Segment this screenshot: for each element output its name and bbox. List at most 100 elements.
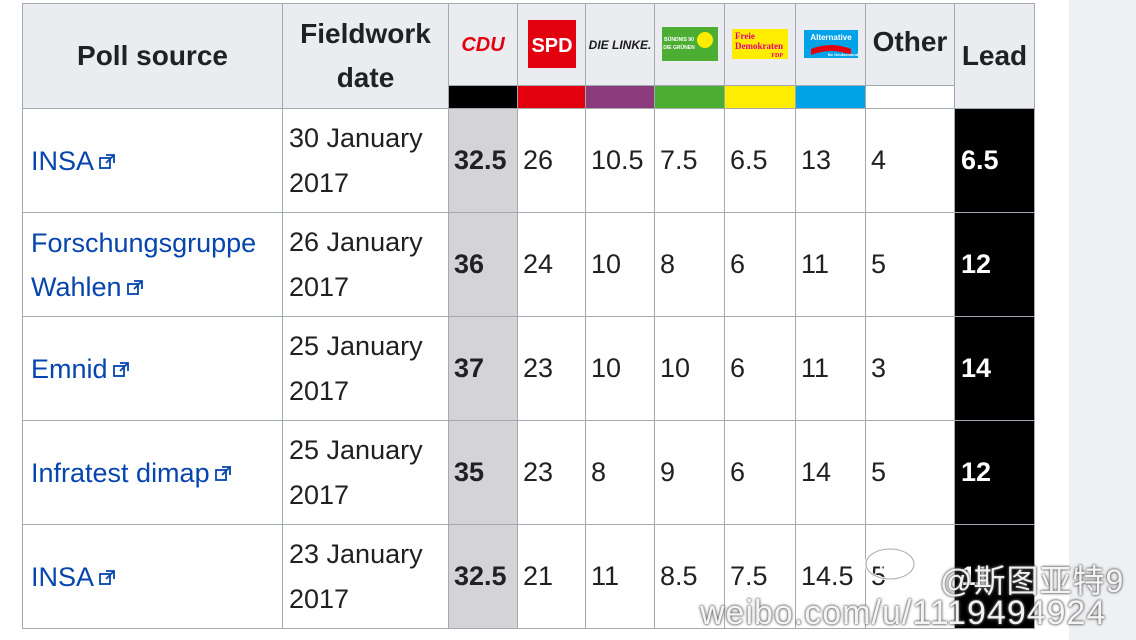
linke-logo-icon: DIE LINKE. bbox=[589, 38, 651, 52]
col-header-poll-source[interactable]: Poll source bbox=[22, 3, 283, 109]
table-row: Emnid 25 January 2017 37 23 10 10 6 11 3 … bbox=[22, 316, 1035, 421]
lead-value: 11 bbox=[954, 524, 1035, 629]
poll-source-cell: Emnid bbox=[22, 316, 283, 421]
gruene-value: 9 bbox=[654, 420, 725, 525]
poll-source-link[interactable]: INSA bbox=[31, 145, 95, 176]
poll-source-cell: Forschungsgruppe Wahlen bbox=[22, 212, 283, 317]
afd-value: 11 bbox=[795, 316, 866, 421]
cdu-value: 37 bbox=[448, 316, 518, 421]
poll-source-label: Poll source bbox=[77, 40, 228, 71]
svg-text:SPD: SPD bbox=[531, 35, 572, 57]
fdp-value: 6 bbox=[724, 316, 796, 421]
cdu-value: 35 bbox=[448, 420, 518, 525]
afd-value: 13 bbox=[795, 108, 866, 213]
cdu-value: 36 bbox=[448, 212, 518, 317]
other-color-swatch bbox=[865, 84, 955, 110]
fieldwork-date-cell: 23 January 2017 bbox=[282, 524, 449, 629]
fieldwork-date-cell: 26 January 2017 bbox=[282, 212, 449, 317]
other-value: 5 bbox=[865, 212, 955, 317]
spd-value: 23 bbox=[517, 316, 586, 421]
external-link-icon bbox=[99, 570, 115, 586]
table-row: Infratest dimap 25 January 2017 35 23 8 9… bbox=[22, 420, 1035, 525]
lead-label: Lead bbox=[961, 40, 1028, 71]
fdp-value: 6.5 bbox=[724, 108, 796, 213]
header-row: Poll source Fieldwork date CDU SPD DIE L… bbox=[22, 3, 1035, 109]
polls-table: Poll source Fieldwork date CDU SPD DIE L… bbox=[22, 3, 1035, 629]
cdu-value: 32.5 bbox=[448, 524, 518, 629]
fieldwork-date-cell: 25 January 2017 bbox=[282, 420, 449, 525]
linke-value: 10.5 bbox=[585, 108, 655, 213]
spd-value: 26 bbox=[517, 108, 586, 213]
page-gutter bbox=[1069, 0, 1136, 640]
svg-text:BÜNDNIS 90: BÜNDNIS 90 bbox=[664, 36, 694, 43]
lead-value: 12 bbox=[954, 420, 1035, 525]
external-link-icon bbox=[126, 280, 143, 296]
cdu-value: 32.5 bbox=[448, 108, 518, 213]
linke-value: 10 bbox=[585, 212, 655, 317]
svg-text:CDU: CDU bbox=[461, 34, 505, 55]
color-bar-row bbox=[23, 84, 1035, 110]
col-header-linke[interactable]: DIE LINKE. bbox=[585, 3, 655, 86]
poll-source-link[interactable]: Infratest dimap bbox=[31, 457, 210, 488]
col-header-fdp[interactable]: Freie Demokraten FDP bbox=[724, 3, 796, 86]
spd-value: 23 bbox=[517, 420, 586, 525]
col-header-afd[interactable]: Alternative für Deutschland bbox=[795, 3, 866, 86]
spd-logo-icon: SPD bbox=[527, 20, 576, 69]
poll-source-cell: Infratest dimap bbox=[22, 420, 283, 525]
col-header-fieldwork-date[interactable]: Fieldwork date bbox=[282, 3, 449, 109]
poll-source-link[interactable]: Emnid bbox=[31, 353, 108, 384]
linke-value: 11 bbox=[585, 524, 655, 629]
col-header-other[interactable]: Other bbox=[865, 3, 955, 86]
fdp-value: 7.5 bbox=[724, 524, 796, 629]
other-value: 3 bbox=[865, 316, 955, 421]
watermark-url: weibo.com/u/1119494924 bbox=[700, 594, 1107, 632]
fdp-color-swatch bbox=[724, 84, 796, 110]
svg-text:Alternative: Alternative bbox=[810, 33, 852, 42]
table-row: INSA 23 January 2017 32.5 21 11 8.5 7.5 1… bbox=[22, 524, 1035, 629]
gruene-logo-icon: BÜNDNIS 90 DIE GRÜNEN bbox=[661, 27, 718, 62]
lead-value: 12 bbox=[954, 212, 1035, 317]
svg-text:Demokraten: Demokraten bbox=[735, 41, 783, 51]
external-link-icon bbox=[214, 466, 231, 482]
external-link-icon bbox=[112, 362, 129, 378]
fieldwork-label: Fieldwork bbox=[300, 18, 431, 49]
col-header-gruene[interactable]: BÜNDNIS 90 DIE GRÜNEN bbox=[654, 3, 725, 86]
weibo-logo-icon bbox=[864, 533, 931, 581]
gruene-value: 8 bbox=[654, 212, 725, 317]
fieldwork-date-cell: 30 January 2017 bbox=[282, 108, 449, 213]
other-value: 5 bbox=[865, 420, 955, 525]
cdu-logo-icon: CDU bbox=[461, 34, 505, 55]
afd-value: 14.5 bbox=[795, 524, 866, 629]
fdp-value: 6 bbox=[724, 212, 796, 317]
fieldwork-date-cell: 25 January 2017 bbox=[282, 316, 449, 421]
fdp-value: 6 bbox=[724, 420, 796, 525]
linke-value: 8 bbox=[585, 420, 655, 525]
gruene-color-swatch bbox=[654, 84, 725, 110]
poll-source-cell: INSA bbox=[22, 108, 283, 213]
lead-value: 14 bbox=[954, 316, 1035, 421]
lead-value: 6.5 bbox=[954, 108, 1035, 213]
poll-source-link[interactable]: Forschungsgruppe Wahlen bbox=[31, 227, 257, 302]
linke-color-swatch bbox=[585, 84, 655, 110]
afd-value: 14 bbox=[795, 420, 866, 525]
afd-value: 11 bbox=[795, 212, 866, 317]
fdp-logo-icon: Freie Demokraten FDP bbox=[732, 29, 788, 60]
col-header-cdu[interactable]: CDU bbox=[448, 3, 518, 86]
col-header-spd[interactable]: SPD bbox=[517, 3, 586, 86]
svg-text:DIE GRÜNEN: DIE GRÜNEN bbox=[663, 44, 695, 51]
svg-text:FDP: FDP bbox=[771, 53, 783, 59]
afd-color-swatch bbox=[795, 84, 866, 110]
other-label: Other bbox=[872, 26, 948, 57]
afd-logo-icon: Alternative für Deutschland bbox=[803, 30, 858, 59]
table-row: Forschungsgruppe Wahlen 26 January 2017 36… bbox=[22, 212, 1035, 317]
table-row: INSA 30 January 2017 32.5 26 10.5 7.5 6.5… bbox=[22, 108, 1035, 213]
svg-text:DIE LINKE.: DIE LINKE. bbox=[589, 38, 651, 52]
poll-source-link[interactable]: INSA bbox=[31, 561, 95, 592]
date-label: date bbox=[336, 62, 395, 93]
spd-value: 21 bbox=[517, 524, 586, 629]
watermark-username: @斯图亚特9 bbox=[940, 563, 1125, 599]
gruene-value: 8.5 bbox=[654, 524, 725, 629]
poll-source-cell: INSA bbox=[22, 524, 283, 629]
gruene-value: 10 bbox=[654, 316, 725, 421]
col-header-lead[interactable]: Lead bbox=[954, 3, 1035, 109]
